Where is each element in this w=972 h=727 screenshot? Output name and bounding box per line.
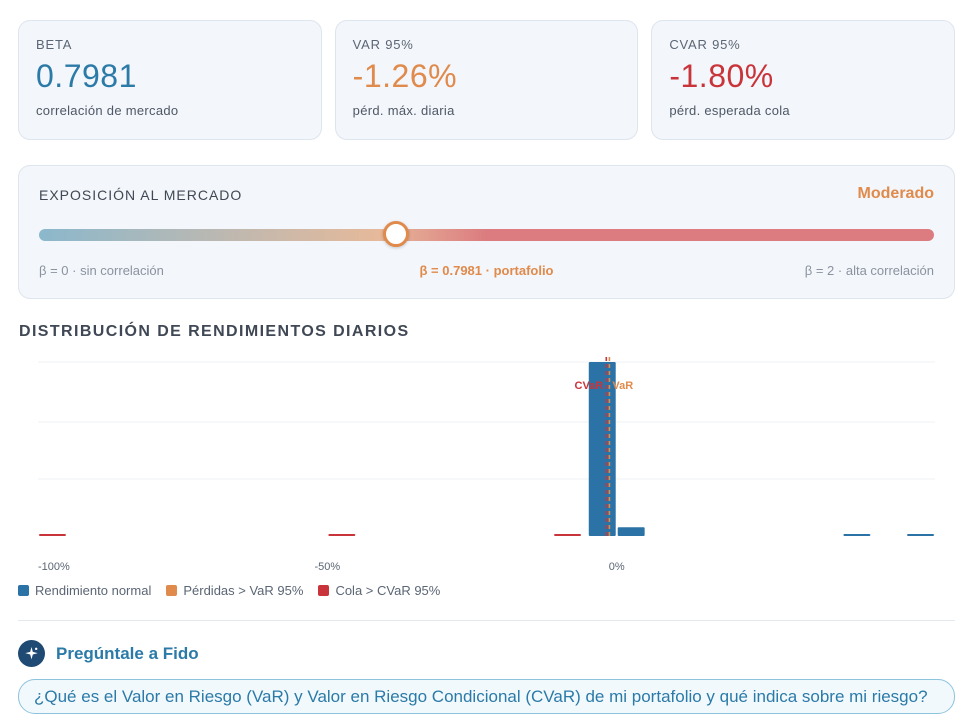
scale-min-label: β = 0 · sin correlación [39,263,164,278]
exposure-title: EXPOSICIÓN AL MERCADO [39,187,243,203]
returns-histogram: VaR CVaR -100% -50% 0% [38,357,935,573]
sparkle-icon [18,640,45,667]
beta-label: BETA [36,37,73,52]
scale-portfolio-label: β = 0.7981 · portafolio [419,263,554,278]
ask-fido-header: Pregúntale a Fido [18,640,199,667]
legend-normal-label: Rendimiento normal [35,583,152,597]
cvar-label: CVAR 95% [669,37,741,52]
metric-cards: BETA 0.7981 correlación de mercado VAR 9… [18,20,956,140]
cvar-value: -1.80% [669,58,774,94]
var-caption: pérd. máx. diaria [352,103,455,118]
chart-legend: Rendimiento normal Pérdidas > VaR 95% Co… [18,583,440,597]
exposure-level: Moderado [857,185,934,202]
var-label: VAR 95% [352,37,414,52]
market-exposure-panel: EXPOSICIÓN AL MERCADO Moderado β = 0 · s… [18,165,955,299]
x-tick-label: -100% [38,561,70,573]
histogram-bar [39,534,66,536]
cvar-caption: pérd. esperada cola [669,103,790,118]
legend-var-label: Pérdidas > VaR 95% [183,583,304,597]
legend-cvar-label: Cola > CVaR 95% [335,583,441,597]
legend-normal-swatch [18,584,29,596]
histogram-bar [907,534,934,536]
cvar-card: CVAR 95% -1.80% pérd. esperada cola [651,20,956,140]
section-divider [18,620,955,621]
legend-normal: Rendimiento normal [18,583,151,597]
beta-card: BETA 0.7981 correlación de mercado [18,20,322,140]
scale-max-label: β = 2 · alta correlación [804,263,934,278]
var-card: VAR 95% -1.26% pérd. máx. diaria [334,20,639,140]
histogram-bar [328,534,356,536]
suggested-question-chip[interactable]: ¿Qué es el Valor en Riesgo (VaR) y Valor… [18,679,955,714]
exposure-marker [383,221,410,247]
x-tick-label: -50% [315,561,341,573]
beta-value: 0.7981 [36,58,137,94]
legend-var: Pérdidas > VaR 95% [166,583,303,597]
histogram-bar [554,534,581,536]
histogram-bar [843,534,871,536]
distribution-title: DISTRIBUCIÓN DE RENDIMIENTOS DIARIOS [19,323,410,340]
var-value: -1.26% [352,58,458,94]
x-tick-label: 0% [609,561,625,573]
legend-cvar-swatch [318,584,330,596]
exposure-track [39,229,934,241]
cvar-line-label: CVaR [575,380,604,392]
ask-fido-label: Pregúntale a Fido [56,643,199,663]
var-line-label: VaR [612,380,633,392]
legend-var-swatch [166,584,178,596]
histogram-bar [617,527,645,536]
legend-cvar: Cola > CVaR 95% [318,583,440,597]
beta-caption: correlación de mercado [36,103,179,118]
